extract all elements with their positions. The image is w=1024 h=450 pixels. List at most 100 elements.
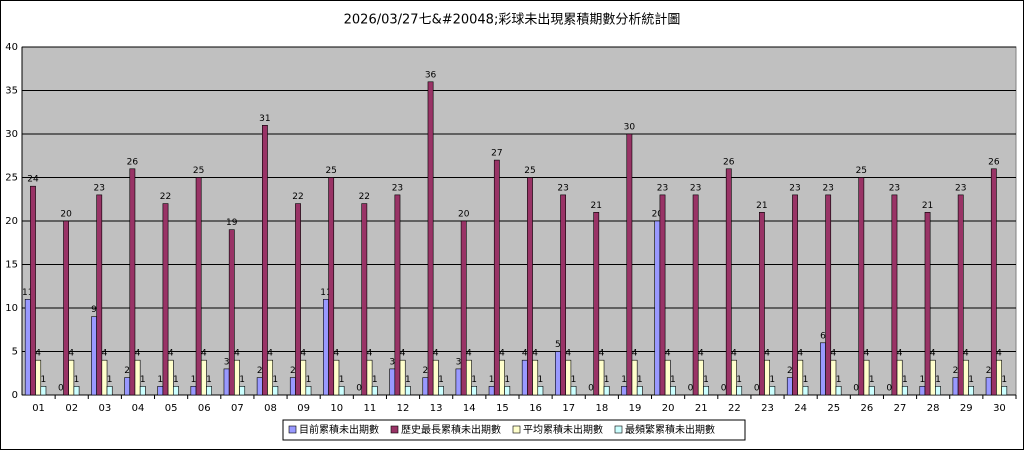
bar bbox=[654, 220, 661, 396]
bar bbox=[764, 359, 770, 396]
value-label: 4 bbox=[930, 349, 936, 359]
value-label: 1 bbox=[173, 375, 179, 385]
value-label: 23 bbox=[955, 183, 966, 193]
value-label: 1 bbox=[571, 375, 577, 385]
value-label: 4 bbox=[963, 349, 969, 359]
value-label: 2 bbox=[986, 366, 992, 376]
bar bbox=[256, 377, 263, 396]
bar bbox=[162, 203, 169, 396]
bar bbox=[731, 359, 737, 396]
value-label: 22 bbox=[160, 192, 171, 202]
value-label: 26 bbox=[723, 157, 735, 167]
value-label: 3 bbox=[389, 357, 395, 367]
value-label: 4 bbox=[35, 349, 41, 359]
value-label: 25 bbox=[524, 166, 535, 176]
value-label: 4 bbox=[300, 349, 306, 359]
value-label: 0 bbox=[688, 384, 694, 394]
legend-swatch bbox=[512, 425, 521, 434]
value-label: 4 bbox=[797, 349, 803, 359]
x-tick-label: 29 bbox=[960, 403, 973, 414]
bar bbox=[361, 203, 368, 396]
legend-swatch bbox=[390, 425, 399, 434]
value-label: 23 bbox=[392, 183, 403, 193]
legend-label: 平均累積未出期數 bbox=[523, 423, 603, 436]
value-label: 5 bbox=[555, 340, 561, 350]
value-label: 1 bbox=[438, 375, 444, 385]
y-tick-label: 40 bbox=[5, 42, 18, 53]
bar bbox=[305, 385, 312, 396]
bar bbox=[868, 385, 875, 396]
value-label: 1 bbox=[803, 375, 809, 385]
bar bbox=[68, 359, 75, 396]
bar bbox=[173, 385, 179, 396]
value-label: 22 bbox=[359, 192, 370, 202]
value-label: 1 bbox=[935, 375, 941, 385]
value-label: 0 bbox=[58, 384, 64, 394]
bar bbox=[621, 385, 628, 396]
x-tick-label: 22 bbox=[728, 403, 741, 414]
bar bbox=[825, 194, 832, 396]
value-label: 1 bbox=[306, 375, 312, 385]
bar bbox=[593, 212, 600, 396]
bar bbox=[272, 385, 279, 396]
value-label: 4 bbox=[68, 349, 74, 359]
x-tick-label: 26 bbox=[861, 403, 874, 414]
bar bbox=[952, 377, 959, 396]
bar bbox=[73, 385, 80, 396]
bar bbox=[167, 359, 174, 396]
y-tick-label: 10 bbox=[5, 303, 18, 314]
value-label: 6 bbox=[820, 331, 826, 341]
bar bbox=[134, 359, 141, 396]
value-label: 4 bbox=[565, 349, 571, 359]
bar bbox=[929, 359, 936, 396]
bar bbox=[792, 194, 798, 396]
value-label: 0 bbox=[356, 384, 362, 394]
bar bbox=[797, 359, 804, 396]
bar bbox=[190, 385, 197, 396]
bar bbox=[990, 168, 997, 396]
value-label: 23 bbox=[557, 183, 568, 193]
value-label: 22 bbox=[292, 192, 303, 202]
value-label: 4 bbox=[400, 349, 406, 359]
value-label: 1 bbox=[902, 375, 908, 385]
x-tick-label: 10 bbox=[330, 403, 343, 414]
bar bbox=[35, 359, 42, 396]
x-tick-label: 13 bbox=[430, 403, 443, 414]
bar bbox=[438, 385, 444, 396]
bar bbox=[228, 229, 235, 396]
x-tick-label: 04 bbox=[132, 403, 145, 414]
bar bbox=[63, 220, 69, 396]
bar bbox=[692, 194, 699, 396]
value-label: 2 bbox=[422, 366, 428, 376]
value-label: 4 bbox=[996, 349, 1002, 359]
bar bbox=[223, 368, 230, 396]
bar bbox=[404, 385, 411, 396]
value-label: 2 bbox=[124, 366, 130, 376]
bar bbox=[532, 359, 539, 396]
value-label: 1 bbox=[157, 375, 163, 385]
bar bbox=[901, 385, 908, 396]
bar bbox=[239, 385, 246, 396]
value-label: 1 bbox=[471, 375, 477, 385]
value-label: 1 bbox=[191, 375, 197, 385]
bar bbox=[333, 359, 340, 396]
bar bbox=[300, 359, 307, 396]
bar bbox=[957, 194, 964, 396]
value-label: 4 bbox=[168, 349, 174, 359]
bar bbox=[427, 81, 434, 396]
value-label: 25 bbox=[193, 166, 204, 176]
bar bbox=[493, 159, 500, 396]
bar bbox=[736, 385, 743, 396]
value-label: 4 bbox=[367, 349, 373, 359]
x-tick-label: 14 bbox=[463, 403, 476, 414]
bar bbox=[200, 359, 207, 396]
bar bbox=[758, 212, 765, 396]
value-label: 2 bbox=[953, 366, 959, 376]
bar bbox=[858, 177, 865, 396]
x-tick-label: 07 bbox=[231, 403, 244, 414]
chart-title: 2026/03/27七&#20048;彩球未出現累積期數分析統計圖 bbox=[344, 12, 681, 28]
x-tick-label: 21 bbox=[695, 403, 708, 414]
value-label: 1 bbox=[670, 375, 676, 385]
bar bbox=[1001, 385, 1008, 396]
